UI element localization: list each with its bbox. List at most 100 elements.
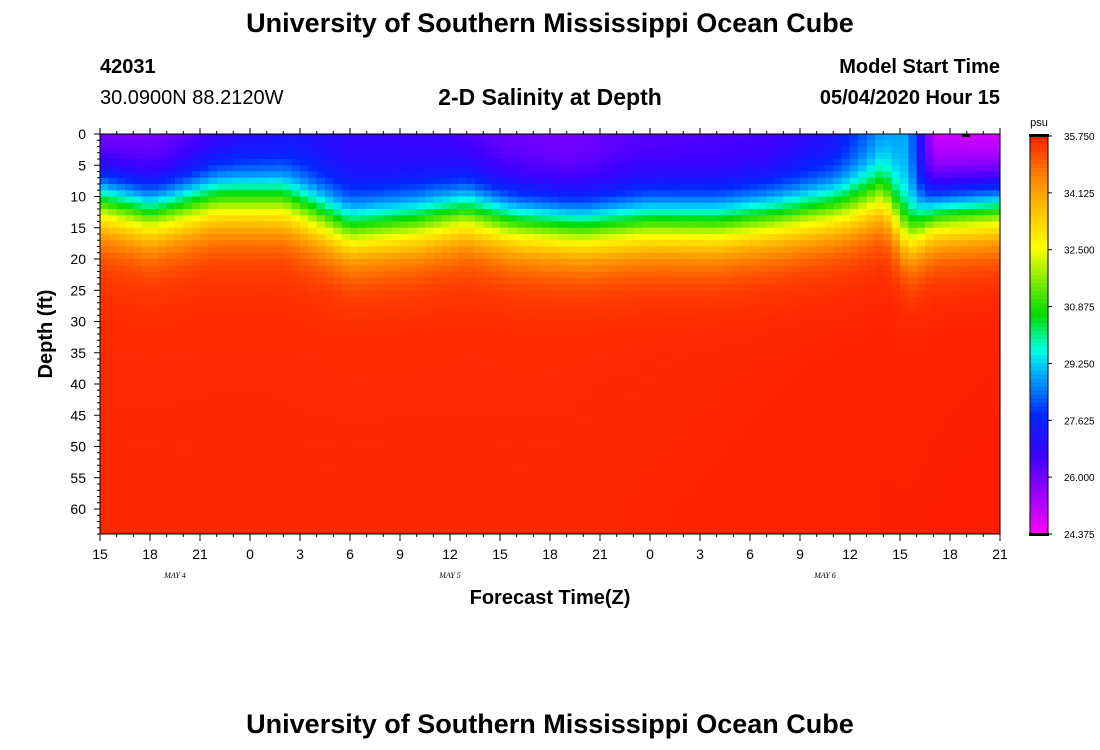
heatmap-cell xyxy=(266,384,276,391)
heatmap-cell xyxy=(466,490,476,498)
heatmap-cell xyxy=(483,290,493,298)
heatmap-cell xyxy=(483,384,493,391)
heatmap-cell xyxy=(183,190,193,198)
heatmap-cell xyxy=(283,521,293,529)
heatmap-cell xyxy=(316,352,326,360)
heatmap-cell xyxy=(250,409,259,416)
heatmap-cell xyxy=(716,509,726,516)
heatmap-cell xyxy=(683,521,693,529)
heatmap-cell xyxy=(458,527,468,534)
heatmap-cell xyxy=(650,477,659,485)
heatmap-cell xyxy=(266,209,276,216)
heatmap-cell xyxy=(500,402,509,410)
heatmap-cell xyxy=(425,165,434,173)
heatmap-cell xyxy=(725,490,734,498)
heatmap-cell xyxy=(650,484,659,491)
heatmap-cell xyxy=(658,515,668,523)
heatmap-cell xyxy=(333,446,343,454)
heatmap-cell xyxy=(241,334,251,341)
heatmap-cell xyxy=(600,390,609,398)
heatmap-cell xyxy=(483,234,493,241)
heatmap-cell xyxy=(575,171,584,179)
heatmap-cell xyxy=(133,302,143,310)
heatmap-cell xyxy=(733,265,743,273)
heatmap-cell xyxy=(350,159,359,166)
heatmap-cell xyxy=(250,509,259,516)
heatmap-cell xyxy=(575,302,584,310)
heatmap-cell xyxy=(741,146,751,154)
heatmap-cell xyxy=(533,196,543,204)
heatmap-cell xyxy=(733,190,743,198)
heatmap-cell xyxy=(583,284,593,291)
heatmap-cell xyxy=(291,452,301,460)
heatmap-cell xyxy=(408,484,418,491)
heatmap-cell xyxy=(533,265,543,273)
heatmap-cell xyxy=(691,490,701,498)
heatmap-cell xyxy=(616,252,626,260)
heatmap-cell xyxy=(466,196,476,204)
heatmap-cell xyxy=(208,265,218,273)
heatmap-cell xyxy=(725,421,734,429)
heatmap-cell xyxy=(208,521,218,529)
heatmap-cell xyxy=(366,221,376,229)
heatmap-cell xyxy=(375,315,384,323)
heatmap-cell xyxy=(583,409,593,416)
heatmap-cell xyxy=(525,215,534,223)
heatmap-cell xyxy=(666,496,676,504)
heatmap-cell xyxy=(575,159,584,166)
heatmap-cell xyxy=(633,509,643,516)
heatmap-cell xyxy=(650,177,659,185)
heatmap-cell xyxy=(191,427,201,435)
heatmap-cell xyxy=(175,346,184,354)
heatmap-cell xyxy=(191,259,201,266)
heatmap-cell xyxy=(508,496,518,504)
heatmap-cell xyxy=(208,165,218,173)
heatmap-cell xyxy=(108,371,118,379)
heatmap-cell xyxy=(450,384,459,391)
heatmap-cell xyxy=(708,184,718,191)
heatmap-cell xyxy=(708,521,718,529)
heatmap-cell xyxy=(691,427,701,435)
heatmap-cell xyxy=(683,215,693,223)
heatmap-cell xyxy=(391,340,401,348)
heatmap-cell xyxy=(233,490,243,498)
heatmap-cell xyxy=(325,252,334,260)
heatmap-cell xyxy=(683,352,693,360)
heatmap-cell xyxy=(691,327,701,335)
heatmap-cell xyxy=(375,440,384,448)
heatmap-cell xyxy=(366,246,376,254)
heatmap-cell xyxy=(308,509,318,516)
heatmap-cell xyxy=(150,484,159,491)
heatmap-cell xyxy=(391,315,401,323)
heatmap-cell xyxy=(225,196,234,204)
heatmap-cell xyxy=(500,146,509,154)
heatmap-cell xyxy=(633,315,643,323)
heatmap-cell xyxy=(275,240,284,248)
heatmap-cell xyxy=(433,465,443,473)
heatmap-cell xyxy=(425,446,434,454)
heatmap-cell xyxy=(416,140,426,148)
heatmap-cell xyxy=(366,334,376,341)
heatmap-cell xyxy=(100,402,109,410)
heatmap-cell xyxy=(233,390,243,398)
heatmap-cell xyxy=(725,390,734,398)
heatmap-cell xyxy=(416,484,426,491)
heatmap-cell xyxy=(125,171,134,179)
heatmap-cell xyxy=(391,509,401,516)
heatmap-cell xyxy=(658,446,668,454)
heatmap-cell xyxy=(266,359,276,366)
heatmap-cell xyxy=(133,509,143,516)
heatmap-cell xyxy=(650,146,659,154)
heatmap-cell xyxy=(616,521,626,529)
heatmap-cell xyxy=(258,521,268,529)
heatmap-cell xyxy=(433,284,443,291)
heatmap-cell xyxy=(525,409,534,416)
heatmap-cell xyxy=(575,484,584,491)
heatmap-cell xyxy=(475,384,484,391)
heatmap-cell xyxy=(491,502,501,510)
heatmap-cell xyxy=(308,452,318,460)
heatmap-cell xyxy=(708,296,718,304)
heatmap-cell xyxy=(450,340,459,348)
station-coordinates: 30.0900N 88.2120W xyxy=(100,87,284,109)
heatmap-cell xyxy=(125,390,134,398)
